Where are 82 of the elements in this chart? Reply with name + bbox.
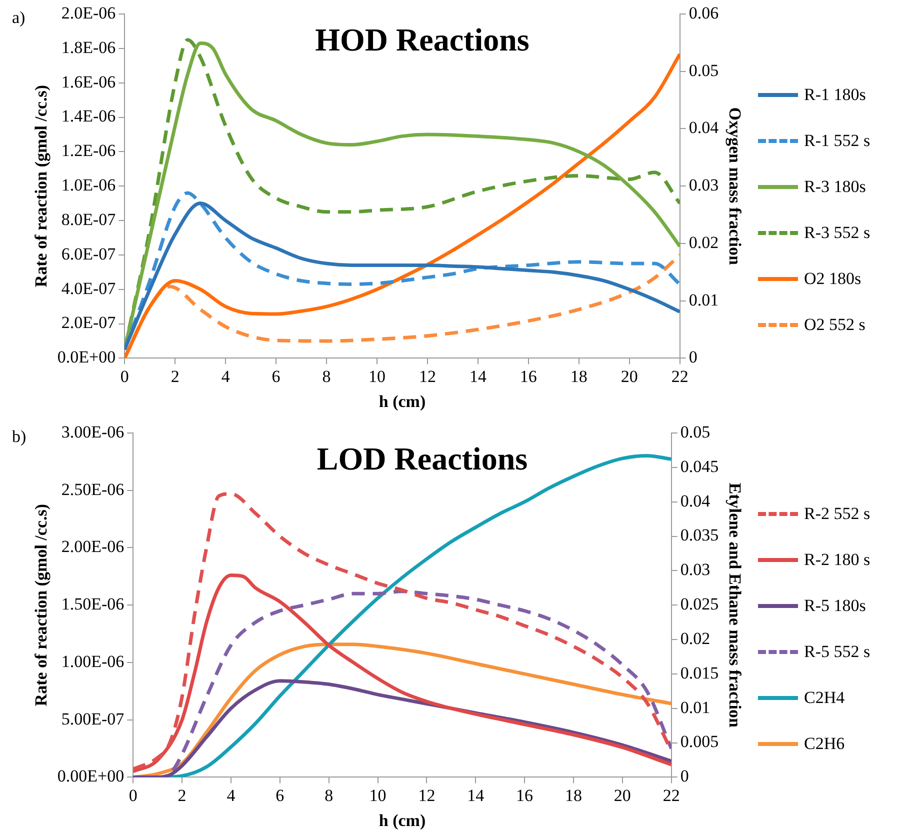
y-tick-label: 6.0E-07	[61, 244, 116, 264]
x-tick-label: 18	[570, 366, 588, 386]
y2-tick-label: 0.02	[680, 628, 710, 648]
legend-label: O2 180s	[804, 268, 862, 288]
y2-tick-label: 0.06	[688, 3, 719, 22]
legend-label: C2H4	[804, 688, 845, 708]
y-tick-label: 1.00E-06	[61, 652, 124, 671]
y2-tick-label: 0.045	[680, 456, 719, 476]
legend-label: R-5 552 s	[804, 642, 870, 662]
x-tick-label: 22	[671, 366, 688, 386]
y-tick-label: 2.00E-06	[61, 537, 124, 556]
x-tick-label: 4	[221, 366, 230, 386]
x-tick-label: 10	[369, 786, 386, 805]
x-tick-label: 2	[178, 786, 186, 805]
y-tick-label: 2.0E-07	[61, 313, 116, 332]
y2-tick-label: 0	[688, 348, 698, 367]
y2-tick-label: 0.035	[680, 526, 719, 545]
y2-axis-title: Oxygen mass fraction	[725, 107, 744, 266]
x-tick-label: 12	[418, 366, 436, 386]
x-tick-label: 0	[120, 366, 129, 386]
legend-label: R-2 180 s	[804, 550, 870, 570]
y2-tick-label: 0.03	[688, 176, 719, 195]
legend-label: R-1 180s	[804, 84, 866, 104]
y2-tick-label: 0	[680, 766, 689, 786]
y-axis-title: Rate of reaction (gmol /cc.s)	[32, 504, 51, 706]
x-axis-title: h (cm)	[378, 811, 426, 830]
text: b)	[12, 426, 26, 446]
x-tick-label: 8	[324, 786, 334, 805]
x-tick-label: 12	[418, 786, 436, 805]
x-tick-label: 22	[662, 786, 680, 805]
y2-tick-label: 0.04	[688, 118, 720, 138]
y2-tick-label: 0.03	[680, 560, 710, 580]
x-tick-label: 16	[516, 786, 534, 805]
legend-label: R-2 552 s	[804, 504, 870, 524]
x-tick-label: 18	[564, 786, 582, 805]
chart-title: HOD Reactions	[315, 21, 530, 58]
legend-label: C2H6	[804, 734, 845, 754]
y2-tick-label: 0.01	[688, 290, 719, 310]
y-tick-label: 4.0E-07	[61, 278, 116, 298]
y-tick-label: 3.00E-06	[61, 422, 124, 442]
legend-label: R-3 552 s	[804, 222, 870, 242]
x-tick-label: 14	[469, 366, 487, 386]
y-tick-label: 1.0E-06	[61, 176, 116, 195]
x-tick-label: 16	[520, 366, 537, 386]
y2-tick-label: 0.005	[680, 732, 719, 752]
y-tick-label: 0.00E+00	[57, 766, 124, 786]
y2-tick-label: 0.05	[680, 422, 710, 442]
x-tick-label: 6	[276, 786, 284, 805]
y-tick-label: 1.8E-06	[61, 38, 116, 57]
y-tick-label: 5.00E-07	[61, 709, 125, 728]
x-tick-label: 8	[322, 366, 331, 386]
x-tick-label: 0	[128, 786, 138, 805]
y-tick-label: 1.50E-06	[61, 594, 124, 614]
chart-title: LOD Reactions	[316, 440, 528, 476]
x-tick-label: 6	[272, 366, 280, 386]
y-axis-title: Rate of reaction (gmol /cc.s)	[32, 85, 51, 288]
y2-axis-title: Etylene and Ethane mass fraction	[725, 482, 744, 728]
x-tick-label: 20	[614, 786, 631, 805]
y2-tick-label: 0.04	[680, 491, 711, 510]
x-tick-label: 14	[467, 786, 485, 805]
x-tick-label: 20	[620, 366, 638, 386]
y2-tick-label: 0.01	[680, 698, 710, 717]
y-tick-label: 1.4E-06	[61, 106, 116, 126]
y2-tick-label: 0.05	[688, 60, 719, 80]
x-axis-title: h (cm)	[378, 392, 426, 412]
y-tick-label: 1.2E-06	[61, 141, 116, 160]
legend-label: R-1 552 s	[804, 130, 870, 150]
x-tick-label: 2	[170, 366, 180, 386]
y-tick-label: 1.6E-06	[61, 72, 116, 92]
y-tick-label: 2.50E-06	[61, 480, 124, 499]
text: a)	[12, 8, 26, 27]
y-tick-label: 2.0E-06	[61, 3, 116, 22]
y2-tick-label: 0.025	[680, 594, 719, 614]
y2-tick-label: 0.015	[680, 663, 719, 682]
legend-label: O2 552 s	[804, 314, 866, 334]
x-tick-label: 10	[368, 366, 386, 386]
y-tick-label: 0.0E+00	[57, 348, 116, 367]
y2-tick-label: 0.02	[688, 232, 719, 252]
legend-label: R-5 180s	[804, 596, 866, 616]
x-tick-label: 4	[226, 786, 236, 805]
legend-label: R-3 180s	[804, 176, 866, 196]
y-tick-label: 8.0E-07	[61, 210, 116, 229]
